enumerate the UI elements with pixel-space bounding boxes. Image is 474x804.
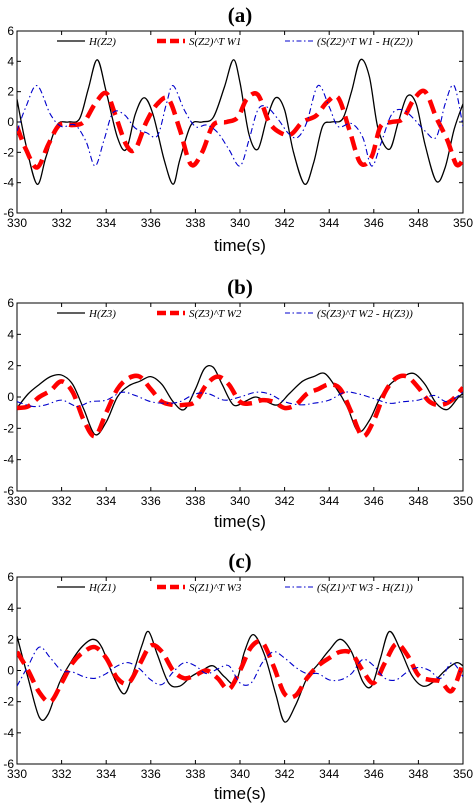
x-tick-label: 338 <box>185 494 205 508</box>
x-axis-label: time(s) <box>214 512 266 531</box>
y-tick-label: 4 <box>7 327 14 341</box>
y-tick-label: -4 <box>3 726 14 740</box>
y-tick-label: 4 <box>7 54 14 68</box>
y-tick-label: 4 <box>7 601 14 615</box>
y-tick-label: 0 <box>7 664 14 678</box>
x-tick-label: 344 <box>319 216 339 230</box>
x-tick-label: 340 <box>230 767 250 781</box>
x-tick-label: 336 <box>141 216 161 230</box>
panel-title: (c) <box>228 549 251 573</box>
series-line-dashed <box>17 373 463 439</box>
legend-label: H(Z1) <box>88 582 116 594</box>
x-tick-label: 330 <box>7 494 27 508</box>
x-tick-label: 338 <box>185 216 205 230</box>
legend-label: H(Z3) <box>88 308 116 320</box>
y-tick-label: -2 <box>3 695 14 709</box>
legend-label: S(Z2)^T W1 <box>189 36 241 48</box>
x-tick-label: 342 <box>275 767 295 781</box>
panel-a-plot: 330 332 334 336 338 340 342 344 346 348 350 6 4 2 0 -2 -… <box>3 24 473 230</box>
series-line-dashdot <box>17 391 463 408</box>
x-tick-label: 334 <box>96 767 116 781</box>
x-tick-label: 332 <box>52 494 72 508</box>
y-tick-label: 2 <box>7 359 14 373</box>
y-tick-label: -6 <box>3 484 14 498</box>
x-tick-label: 350 <box>453 494 473 508</box>
x-tick-label: 330 <box>7 216 27 230</box>
x-tick-label: 346 <box>364 216 384 230</box>
x-tick-label: 330 <box>7 767 27 781</box>
panel-b: (b) 330 332 334 336 338 340 342 344 346 348 350 6 4 2… <box>3 275 473 531</box>
series-line-dashdot <box>17 646 463 687</box>
x-tick-label: 342 <box>275 216 295 230</box>
y-tick-label: 6 <box>7 296 14 310</box>
x-tick-label: 334 <box>96 494 116 508</box>
x-axis-label: time(s) <box>214 784 266 803</box>
y-tick-label: 2 <box>7 632 14 646</box>
series-line-dashdot <box>17 84 463 167</box>
x-tick-label: 338 <box>185 767 205 781</box>
y-tick-label: 0 <box>7 390 14 404</box>
y-tick-label: -4 <box>3 176 14 190</box>
x-tick-label: 336 <box>141 494 161 508</box>
y-tick-label: -2 <box>3 421 14 435</box>
x-tick-label: 332 <box>52 767 72 781</box>
y-tick-label: -4 <box>3 453 14 467</box>
y-tick-label: 6 <box>7 570 14 584</box>
series-line-dashed <box>17 638 463 705</box>
x-tick-label: 350 <box>453 767 473 781</box>
x-tick-label: 350 <box>453 216 473 230</box>
panel-title: (b) <box>227 275 253 299</box>
x-tick-label: 332 <box>52 216 72 230</box>
x-tick-label: 336 <box>141 767 161 781</box>
series-layer <box>17 364 463 439</box>
panel-b-plot: 330 332 334 336 338 340 342 344 346 348 350 6 4 2 0 -2 -… <box>3 296 473 508</box>
x-tick-label: 346 <box>364 494 384 508</box>
y-tick-label: 0 <box>7 115 14 129</box>
x-tick-label: 348 <box>408 767 428 781</box>
legend-label: H(Z2) <box>88 36 116 48</box>
series-line-dashed <box>17 88 463 170</box>
x-tick-label: 346 <box>364 767 384 781</box>
series-layer <box>17 58 463 185</box>
legend-label: S(Z3)^T W2 <box>189 308 242 320</box>
x-tick-label: 334 <box>96 216 116 230</box>
panel-a: (a) 330 332 334 336 338 340 342 344 346 348 350 6 4 2… <box>3 3 473 255</box>
y-tick-label: 6 <box>7 24 14 38</box>
series-layer <box>17 630 463 723</box>
legend-label: (S(Z1)^T W3 - H(Z1)) <box>317 582 413 594</box>
x-tick-label: 348 <box>408 494 428 508</box>
y-tick-label: -6 <box>3 206 14 220</box>
series-line-solid <box>17 364 463 436</box>
x-tick-label: 344 <box>319 767 339 781</box>
legend-label: (S(Z2)^T W1 - H(Z2)) <box>317 36 413 48</box>
x-tick-label: 344 <box>319 494 339 508</box>
x-tick-label: 348 <box>408 216 428 230</box>
panel-title: (a) <box>228 3 253 27</box>
y-tick-label: -2 <box>3 145 14 159</box>
legend-label: (S(Z3)^T W2 - H(Z3)) <box>317 308 413 320</box>
x-tick-label: 342 <box>275 494 295 508</box>
x-tick-label: 340 <box>230 216 250 230</box>
y-tick-label: -6 <box>3 757 14 771</box>
x-axis-label: time(s) <box>214 236 266 255</box>
panel-c: (c) 330 332 334 336 338 340 342 344 346 348 350 6 4 2… <box>3 549 473 803</box>
legend-label: S(Z1)^T W3 <box>189 582 242 594</box>
y-tick-label: 2 <box>7 85 14 99</box>
panel-c-plot: 330 332 334 336 338 340 342 344 346 348 350 6 4 2 0 -2 -… <box>3 570 473 781</box>
x-tick-label: 340 <box>230 494 250 508</box>
